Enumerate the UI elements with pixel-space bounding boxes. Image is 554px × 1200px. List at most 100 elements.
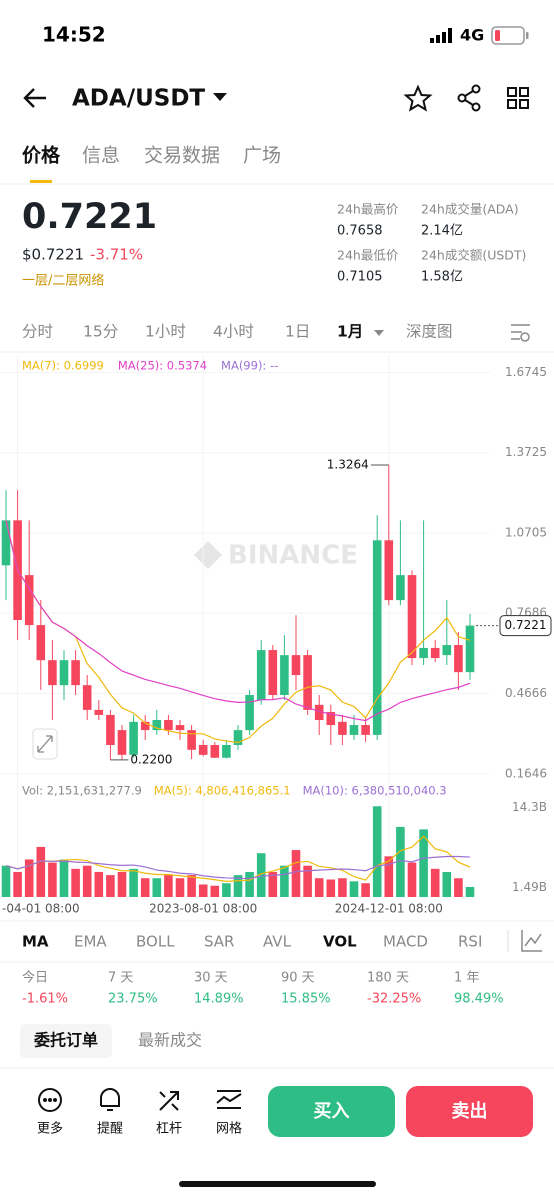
order-tab[interactable]: 最新成交 — [138, 1031, 202, 1050]
volume-legend: Vol: 2,151,631,277.9 — [22, 784, 142, 798]
more-icon[interactable] — [38, 1088, 62, 1112]
volume-bar — [187, 875, 196, 897]
volume-bar — [140, 878, 150, 897]
buy-label: 买入 — [314, 1101, 350, 1122]
candle-body — [303, 655, 312, 710]
action-label[interactable]: 杠杆 — [156, 1121, 182, 1137]
period-label: 1 年 — [454, 971, 479, 986]
indicator-settings[interactable] — [521, 930, 542, 952]
interval-tab[interactable]: 深度图 — [406, 323, 453, 341]
top-tab[interactable]: 广场 — [243, 145, 281, 167]
favorite-button[interactable] — [403, 84, 433, 112]
active-tab-bg — [20, 1024, 112, 1058]
category-tag[interactable]: 一层/二层网络 — [22, 273, 104, 289]
pair-title[interactable]: ADA/USDT — [72, 86, 205, 112]
y-tick-label: 0.4666 — [505, 686, 547, 700]
interval-tab[interactable]: 4小时 — [213, 323, 254, 341]
indicator-tab[interactable]: MACD — [383, 933, 428, 951]
candle-body — [245, 695, 254, 731]
volume-bar — [407, 862, 417, 897]
period-change: -1.61% — [22, 992, 68, 1007]
home-indicator — [179, 1181, 376, 1187]
interval-tab[interactable]: 1小时 — [145, 323, 186, 341]
candle-body — [280, 655, 289, 696]
period-change: 14.89% — [194, 992, 244, 1007]
volume-bar — [396, 826, 405, 897]
candle-body — [106, 714, 115, 745]
candle-body — [349, 725, 359, 735]
candle-body — [430, 647, 440, 659]
volume-bar — [280, 865, 289, 897]
chart-settings[interactable] — [511, 324, 530, 342]
indicator-tab[interactable]: BOLL — [136, 933, 175, 951]
y-tick-label: 1.0705 — [505, 525, 547, 539]
indicator-tab[interactable]: AVL — [263, 933, 292, 951]
action-label[interactable]: 更多 — [37, 1121, 63, 1137]
last-price-label: 0.7221 — [505, 618, 547, 632]
stat-value: 0.7658 — [337, 224, 383, 239]
interval-tab[interactable]: 分时 — [22, 323, 53, 341]
period-label: 90 天 — [281, 971, 315, 986]
indicator-tab[interactable]: MA — [22, 933, 49, 951]
indicator-tab[interactable]: SAR — [204, 933, 234, 951]
sell-button[interactable] — [406, 1086, 533, 1137]
top-tab[interactable]: 价格 — [22, 144, 61, 167]
period-change: -32.25% — [367, 992, 421, 1007]
volume-bar — [106, 875, 115, 897]
indicator-tab[interactable]: VOL — [323, 933, 357, 951]
margin-icon[interactable] — [159, 1091, 179, 1111]
last-price: 0.7221 — [22, 197, 157, 237]
candle-body — [442, 645, 452, 656]
volume-bar — [430, 868, 440, 897]
candle-body — [361, 725, 370, 735]
volume-ma-line — [5, 855, 471, 880]
layout-button[interactable] — [507, 87, 529, 109]
volume-bar — [48, 862, 57, 897]
interval-tab[interactable]: 1月 — [337, 323, 363, 341]
period-label: 30 天 — [194, 971, 228, 986]
candle-body — [233, 730, 243, 745]
top-tab[interactable]: 信息 — [82, 145, 120, 167]
candle-body — [268, 650, 278, 696]
fiat-price: $0.7221 — [22, 246, 84, 264]
volume-bar — [465, 886, 475, 897]
interval-dropdown[interactable] — [374, 330, 384, 336]
indicator-tab[interactable]: RSI — [458, 933, 482, 951]
candle-body — [384, 540, 394, 601]
order-tab[interactable]: 委托订单 — [33, 1031, 98, 1050]
signal-icon — [430, 28, 452, 43]
volume-bar — [454, 878, 463, 897]
volume-bar — [349, 881, 359, 897]
low-label: 0.2200 — [130, 752, 172, 766]
candle-body — [222, 744, 231, 758]
candle-body — [198, 744, 208, 755]
volume-tick-label: 14.3B — [512, 800, 547, 814]
candle-body — [291, 655, 301, 676]
interval-tab[interactable]: 1日 — [285, 323, 310, 341]
grid-icon[interactable] — [216, 1090, 242, 1109]
pair-dropdown[interactable] — [213, 93, 227, 101]
indicator-tab[interactable]: EMA — [74, 933, 107, 951]
volume-bar — [419, 829, 428, 897]
alert-icon[interactable] — [100, 1088, 120, 1111]
share-button[interactable] — [457, 84, 481, 112]
action-label[interactable]: 网格 — [216, 1121, 242, 1137]
candle-body — [338, 721, 347, 735]
candle-body — [187, 730, 196, 750]
stat-value: 1.58亿 — [421, 270, 463, 285]
interval-tab[interactable]: 15分 — [83, 323, 118, 341]
period-change: 98.49% — [454, 992, 504, 1007]
stat-value: 2.14亿 — [421, 224, 463, 239]
volume-bar — [442, 871, 452, 897]
candle-body — [326, 712, 336, 726]
last-price-box — [499, 615, 552, 637]
back-button[interactable] — [23, 88, 46, 108]
period-label: 180 天 — [367, 971, 409, 986]
action-label[interactable]: 提醒 — [97, 1121, 123, 1137]
watermark: BINANCE — [228, 541, 358, 571]
buy-button[interactable] — [268, 1086, 395, 1137]
stat-label: 24h最低价 — [337, 248, 399, 263]
top-tab[interactable]: 交易数据 — [144, 145, 220, 167]
